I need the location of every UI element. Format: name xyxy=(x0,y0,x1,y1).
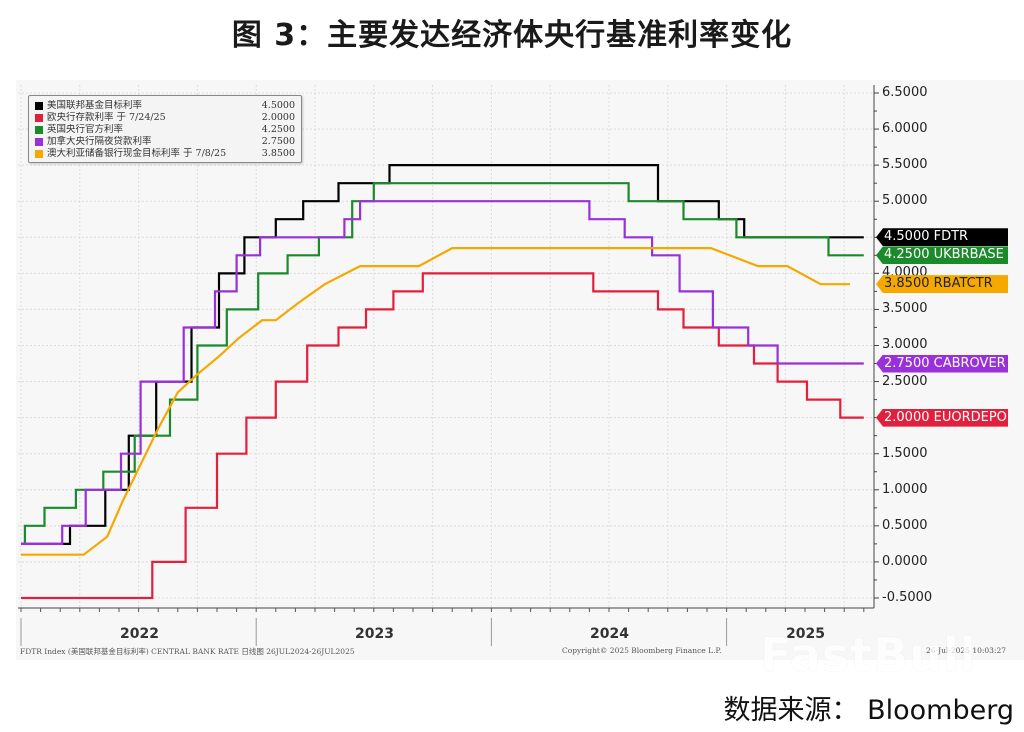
legend-swatch-icon xyxy=(35,138,43,146)
y-tick-label: 1.5000 xyxy=(882,445,928,461)
legend-item: 欧央行存款利率 于 7/24/25 2.0000 xyxy=(35,112,295,124)
last-value-tag: 2.7500 CABROVER xyxy=(876,354,1008,373)
legend-item: 加拿大央行隔夜贷款利率 2.7500 xyxy=(35,136,295,148)
last-value-tag: 4.5000 FDTR xyxy=(876,228,1008,247)
legend-item: 英国央行官方利率 4.2500 xyxy=(35,124,295,136)
chart-title: 图 3：主要发达经济体央行基准利率变化 xyxy=(231,18,793,53)
y-tick-label: 1.0000 xyxy=(882,481,928,497)
x-tick-2022: 2022 xyxy=(120,626,159,642)
series-line xyxy=(21,272,864,600)
legend: 美国联邦基金目标利率 4.5000 欧央行存款利率 于 7/24/25 2.00… xyxy=(28,95,302,163)
y-tick-label: 5.0000 xyxy=(882,193,928,209)
y-tick-label: 6.0000 xyxy=(882,121,928,137)
data-source: 数据来源： Bloomberg xyxy=(723,695,1014,726)
last-value-tag: 2.0000 EUORDEPO xyxy=(876,408,1008,427)
last-value-tag: 4.2500 UKBRBASE xyxy=(876,246,1008,265)
y-tick-label: 3.0000 xyxy=(882,337,928,353)
series-line xyxy=(21,200,864,546)
watermark-logo: FastBull xyxy=(760,628,977,682)
legend-item: 澳大利亚储备银行现金目标利率 于 7/8/25 3.8500 xyxy=(35,148,295,160)
last-value-tag: 3.8500 RBATCTR xyxy=(876,275,1008,294)
footer-index-info: FDTR Index (美国联邦基金目标利率) CENTRAL BANK RAT… xyxy=(20,647,355,656)
y-tick-label: 5.5000 xyxy=(882,157,928,173)
legend-swatch-icon xyxy=(35,126,43,134)
y-tick-label: 2.5000 xyxy=(882,373,928,389)
y-tick-label: 3.5000 xyxy=(882,301,928,317)
legend-swatch-icon xyxy=(35,114,43,122)
y-tick-label: 0.5000 xyxy=(882,517,928,533)
footer-copyright: Copyright© 2025 Bloomberg Finance L.P. xyxy=(562,646,722,655)
y-tick-label: 0.0000 xyxy=(882,553,928,569)
legend-swatch-icon xyxy=(35,150,43,158)
x-tick-2024: 2024 xyxy=(590,626,629,642)
x-tick-2023: 2023 xyxy=(355,626,394,642)
series-line xyxy=(21,247,851,556)
legend-swatch-icon xyxy=(35,102,43,110)
y-tick-label: 6.5000 xyxy=(882,85,928,100)
series-line xyxy=(21,182,864,546)
x-tick-2025: 2025 xyxy=(786,626,825,642)
legend-item: 美国联邦基金目标利率 4.5000 xyxy=(35,100,295,112)
y-tick-label: -0.5000 xyxy=(882,589,933,605)
footer-timestamp: 26-Jul-2025 10:03:27 xyxy=(926,646,1007,655)
